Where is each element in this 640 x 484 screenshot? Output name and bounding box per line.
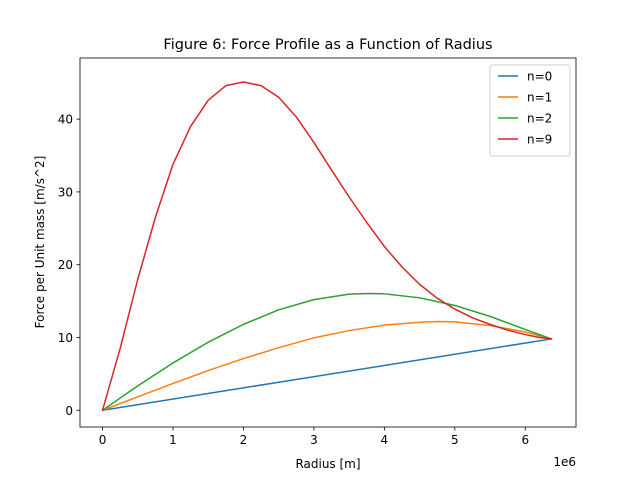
series-line-n-2 xyxy=(101,292,553,412)
y-tick-label: 0 xyxy=(65,404,73,418)
chart-title: Figure 6: Force Profile as a Function of… xyxy=(163,37,492,53)
y-tick-label: 30 xyxy=(58,185,73,199)
x-tick-label: 2 xyxy=(240,433,248,447)
x-tick-label: 6 xyxy=(521,433,529,447)
x-tick-label: 4 xyxy=(381,433,389,447)
x-offset-label: 1e6 xyxy=(553,455,576,469)
legend-label-n-2: n=2 xyxy=(527,112,552,126)
y-tick-label: 10 xyxy=(58,331,73,345)
legend-box xyxy=(489,64,571,157)
y-tick-label: 20 xyxy=(58,258,73,272)
series-line-n-9 xyxy=(101,81,553,412)
x-tick-label: 0 xyxy=(99,433,107,447)
x-tick-label: 1 xyxy=(169,433,177,447)
x-axis-label: Radius [m] xyxy=(295,457,360,471)
legend-label-n-0: n=0 xyxy=(527,70,552,84)
series-line-n-1 xyxy=(101,320,553,412)
legend-label-n-1: n=1 xyxy=(527,91,552,105)
legend: n=0 n=1 n=2 n=9 xyxy=(489,64,571,157)
x-tick-label: 5 xyxy=(451,433,459,447)
series-line-n-0 xyxy=(101,338,553,412)
plot-frame xyxy=(79,57,577,428)
y-axis-label: Force per Unit mass [m/s^2] xyxy=(33,156,47,329)
x-tick-label: 3 xyxy=(310,433,318,447)
plot-area xyxy=(101,81,553,412)
y-tick-label: 40 xyxy=(58,113,73,127)
legend-label-n-9: n=9 xyxy=(527,133,552,147)
axes: 0 1 2 3 4 5 6 0 10 20 30 40 xyxy=(58,57,577,447)
